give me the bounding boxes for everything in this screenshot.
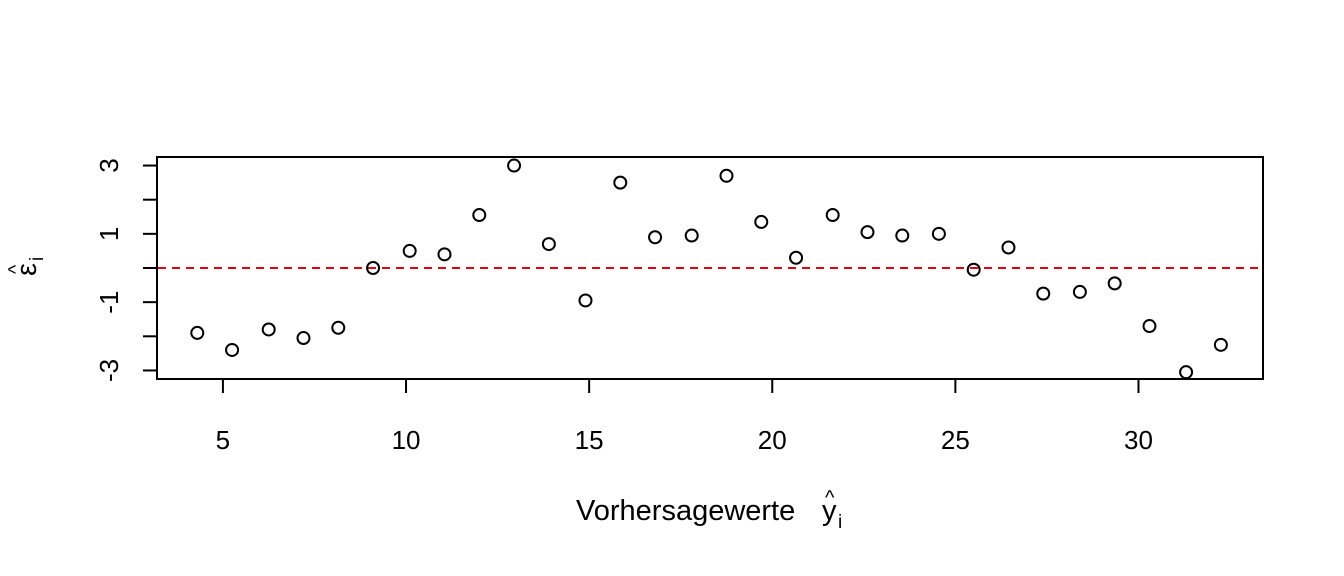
data-point <box>789 250 804 265</box>
y-axis-symbol-hat: ^ <box>5 264 27 274</box>
data-point <box>296 331 311 346</box>
data-point <box>1142 319 1157 334</box>
y-axis-symbol-subscript: i <box>27 257 48 261</box>
data-point <box>190 325 205 340</box>
x-axis: 5 10 15 20 25 30 <box>216 378 1153 455</box>
x-tick-label: 15 <box>575 425 604 455</box>
data-point <box>437 247 452 262</box>
data-points <box>190 158 1228 380</box>
data-point <box>754 214 769 229</box>
x-tick-label: 30 <box>1124 425 1153 455</box>
data-point <box>860 225 875 240</box>
data-point <box>366 261 381 275</box>
data-point <box>1072 284 1087 299</box>
data-point <box>966 262 981 277</box>
data-point <box>1001 240 1016 255</box>
y-axis-title: ε ^ i <box>5 257 48 276</box>
data-point <box>541 237 556 252</box>
data-point <box>402 243 417 258</box>
y-axis: -3 -1 1 3 <box>94 158 158 382</box>
data-point <box>1036 286 1051 301</box>
data-point <box>895 228 910 243</box>
y-tick-label: -3 <box>94 359 124 382</box>
data-point <box>507 158 522 173</box>
x-axis-symbol-hat: ^ <box>825 487 835 509</box>
x-tick-label: 25 <box>941 425 970 455</box>
data-point <box>648 230 663 245</box>
data-point <box>331 320 346 335</box>
y-tick-label: 3 <box>94 158 124 172</box>
data-point <box>931 226 946 241</box>
data-point <box>613 175 628 190</box>
data-point <box>261 322 276 337</box>
y-tick-label: 1 <box>94 227 124 241</box>
data-point <box>1179 365 1194 380</box>
data-point <box>578 293 593 308</box>
data-point <box>684 228 699 243</box>
data-point <box>1213 337 1228 352</box>
data-point <box>225 342 240 357</box>
x-tick-label: 10 <box>392 425 421 455</box>
x-axis-title: Vorhersagewerte <box>576 495 795 527</box>
data-point <box>719 168 734 183</box>
data-point <box>1107 276 1122 291</box>
x-axis-symbol-subscript: i <box>838 512 842 533</box>
data-point <box>825 208 840 223</box>
data-point <box>472 208 487 223</box>
x-axis-symbol: y <box>822 495 837 527</box>
x-tick-label: 20 <box>758 425 787 455</box>
x-tick-label: 5 <box>216 425 230 455</box>
y-tick-label: -1 <box>94 291 124 314</box>
y-axis-symbol: ε <box>11 263 43 276</box>
